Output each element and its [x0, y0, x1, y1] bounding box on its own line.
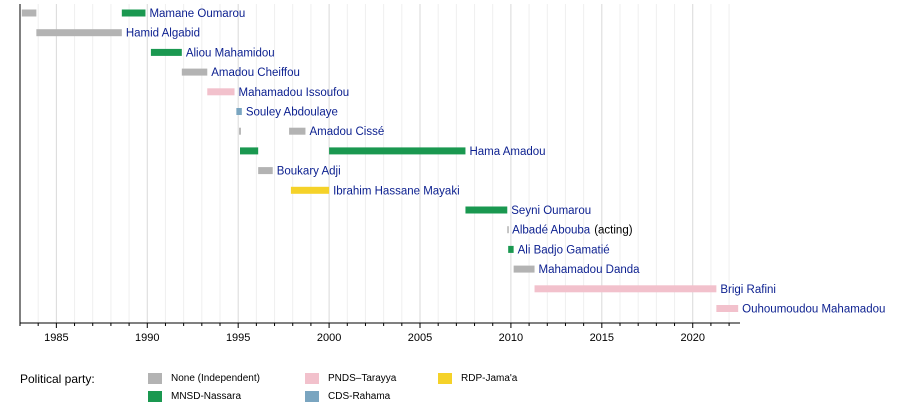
term-bar — [181, 68, 208, 76]
pm-name-label[interactable]: Boukary Adji — [277, 166, 341, 178]
pm-name-label[interactable]: Seyni Oumarou — [511, 205, 591, 217]
term-bar — [513, 265, 535, 273]
pm-name-label[interactable]: Mahamadou Issoufou — [239, 87, 350, 99]
legend-item: None (Independent) — [148, 373, 260, 384]
x-tick-label: 2015 — [590, 332, 614, 344]
legend-swatch — [148, 391, 162, 402]
term-bar — [36, 29, 122, 37]
pm-name-label[interactable]: Ibrahim Hassane Mayaki — [333, 185, 460, 197]
pm-name-label[interactable]: Ouhoumoudou Mahamadou — [742, 304, 885, 316]
term-bar — [534, 285, 717, 293]
term-bar — [289, 127, 306, 135]
legend-swatch — [148, 373, 162, 384]
legend-title: Political party: — [20, 372, 95, 386]
term-bar — [21, 9, 37, 17]
term-bar — [239, 127, 241, 135]
pm-name-label[interactable]: Albadé Abouba — [512, 225, 591, 237]
x-axis: 1985 1990 1995 2000 2005 2010 2015 2020 — [19, 4, 740, 344]
term-bar — [121, 9, 146, 17]
legend-label: MNSD-Nassara — [171, 391, 242, 402]
legend-label: RDP-Jama'a — [461, 373, 518, 384]
term-bar — [240, 147, 259, 155]
x-tick-label: 2000 — [317, 332, 341, 344]
x-tick-label: 1990 — [135, 332, 159, 344]
term-bar — [465, 206, 508, 214]
pm-name-label[interactable]: Hamid Algabid — [126, 28, 200, 40]
x-tick-label: 2020 — [680, 332, 704, 344]
term-bar — [716, 305, 739, 312]
x-tick-label: 2010 — [499, 332, 523, 344]
x-tick-label: 1985 — [44, 332, 68, 344]
pm-name-label[interactable]: Amadou Cheiffou — [211, 67, 300, 79]
x-tick-label: 2005 — [408, 332, 432, 344]
term-bars — [21, 9, 739, 312]
legend-swatch — [305, 373, 319, 384]
legend-label: PNDS–Tarayya — [328, 373, 397, 384]
legend-swatch — [305, 391, 319, 402]
term-bar — [207, 88, 235, 96]
term-bar — [507, 226, 509, 234]
pm-name-label[interactable]: Souley Abdoulaye — [246, 107, 338, 119]
term-bar — [508, 245, 514, 253]
pm-name-labels: Mamane Oumarou Hamid Algabid Aliou Mahamid… — [126, 8, 886, 316]
pm-name-label[interactable]: Brigi Rafini — [720, 284, 776, 296]
legend-label: None (Independent) — [171, 373, 260, 384]
term-bar — [290, 186, 330, 194]
legend-item: PNDS–Tarayya — [305, 373, 396, 384]
legend-item: MNSD-Nassara — [148, 391, 241, 402]
term-bar — [150, 48, 182, 56]
term-bar — [236, 108, 242, 115]
pm-name-label[interactable]: Mahamadou Danda — [539, 264, 641, 276]
gridlines — [19, 4, 730, 323]
pm-name-label[interactable]: Hama Amadou — [469, 146, 545, 158]
legend-swatch — [438, 373, 452, 384]
pm-name-label[interactable]: Aliou Mahamidou — [186, 47, 275, 59]
term-bar — [258, 167, 273, 175]
legend-item: CDS-Rahama — [305, 391, 390, 402]
legend-label: CDS-Rahama — [328, 391, 391, 402]
pm-name-label[interactable]: Mamane Oumarou — [149, 8, 245, 20]
pm-note-label: (acting) — [594, 225, 633, 237]
pm-name-label[interactable]: Amadou Cissé — [309, 126, 384, 138]
legend-item: RDP-Jama'a — [438, 373, 517, 384]
term-bar — [329, 147, 466, 155]
pm-timeline-chart: Mamane Oumarou Hamid Algabid Aliou Mahamid… — [19, 4, 886, 344]
pm-name-label[interactable]: Ali Badjo Gamatié — [518, 244, 610, 256]
x-tick-label: 1995 — [226, 332, 250, 344]
